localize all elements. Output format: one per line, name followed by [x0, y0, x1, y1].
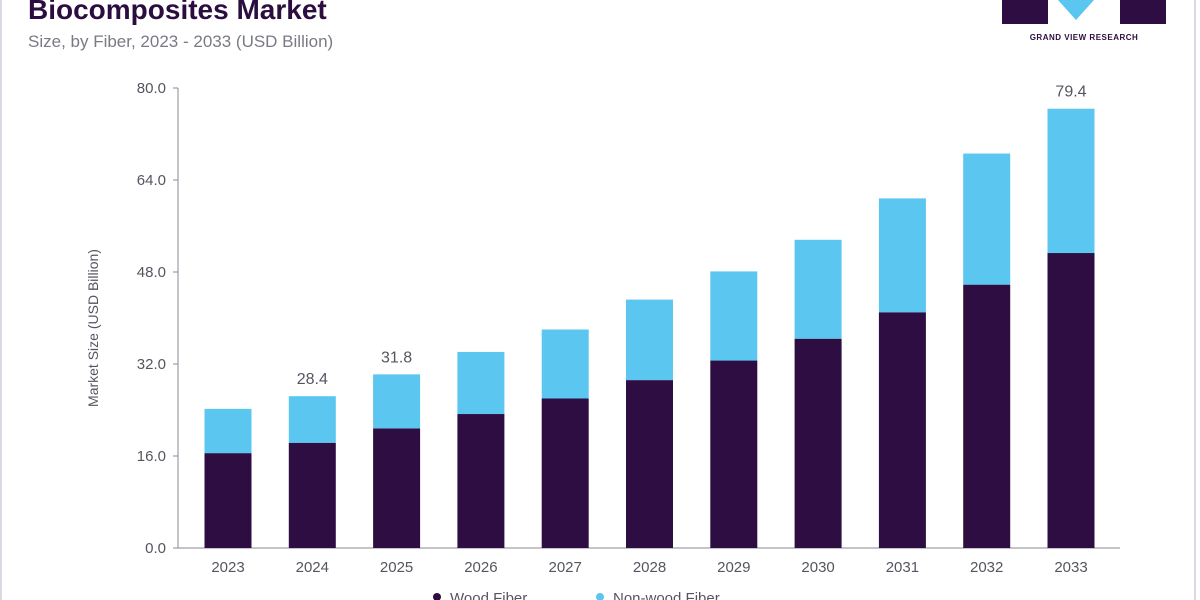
x-tick-label: 2023: [211, 559, 244, 576]
x-tick-label: 2027: [549, 559, 582, 576]
bar-wood-fiber: [794, 338, 842, 548]
x-tick-label: 2033: [1054, 559, 1087, 576]
y-tick-label: 80.0: [137, 80, 166, 97]
x-tick-label: 2032: [970, 559, 1003, 576]
bar-non-wood-fiber: [963, 153, 1011, 285]
bar-wood-fiber: [204, 453, 252, 548]
x-tick-label: 2024: [296, 559, 329, 576]
bar-non-wood-fiber: [204, 408, 252, 454]
bar-wood-fiber: [373, 428, 421, 548]
y-tick-label: 32.0: [137, 356, 166, 373]
y-tick-label: 48.0: [137, 264, 166, 281]
data-label: 31.8: [381, 349, 412, 366]
bar-wood-fiber: [963, 284, 1011, 548]
legend-label-non-wood-fiber: Non-wood Fiber: [613, 590, 720, 600]
bar-non-wood-fiber: [878, 198, 926, 313]
y-axis-label: Market Size (USD Billion): [85, 249, 101, 407]
x-tick-label: 2029: [717, 559, 750, 576]
x-tick-label: 2026: [464, 559, 497, 576]
bar-non-wood-fiber: [373, 374, 421, 429]
grand-view-research-logo: [1002, 0, 1166, 24]
logo-text: GRAND VIEW RESEARCH: [1029, 33, 1139, 42]
bar-wood-fiber: [457, 414, 505, 548]
x-tick-label: 2025: [380, 559, 413, 576]
x-tick-label: 2030: [801, 559, 834, 576]
bar-wood-fiber: [878, 312, 926, 548]
bar-non-wood-fiber: [710, 271, 758, 361]
x-tick-label: 2028: [633, 559, 666, 576]
bar-wood-fiber: [626, 380, 673, 548]
y-tick-label: 64.0: [137, 172, 166, 189]
chart-subtitle: Size, by Fiber, 2023 - 2033 (USD Billion…: [28, 32, 334, 51]
bar-non-wood-fiber: [288, 396, 336, 443]
data-label: 79.4: [1055, 84, 1086, 101]
y-tick-label: 0.0: [145, 540, 166, 557]
legend-marker-non-wood-fiber: [596, 593, 604, 600]
bar-wood-fiber: [1047, 253, 1095, 548]
data-label: 28.4: [297, 371, 328, 388]
bar-non-wood-fiber: [626, 299, 673, 381]
x-tick-label: 2031: [886, 559, 919, 576]
bar-wood-fiber: [710, 360, 758, 548]
bar-non-wood-fiber: [1047, 108, 1095, 254]
legend-label-wood-fiber: Wood Fiber: [450, 590, 527, 600]
legend-marker-wood-fiber: [433, 593, 441, 600]
chart-title: Biocomposites Market: [28, 0, 327, 25]
bar-non-wood-fiber: [457, 351, 505, 415]
y-tick-label: 16.0: [137, 448, 166, 465]
bar-wood-fiber: [288, 442, 336, 548]
bar-wood-fiber: [541, 398, 589, 548]
bar-non-wood-fiber: [794, 239, 842, 339]
bar-non-wood-fiber: [541, 329, 589, 399]
